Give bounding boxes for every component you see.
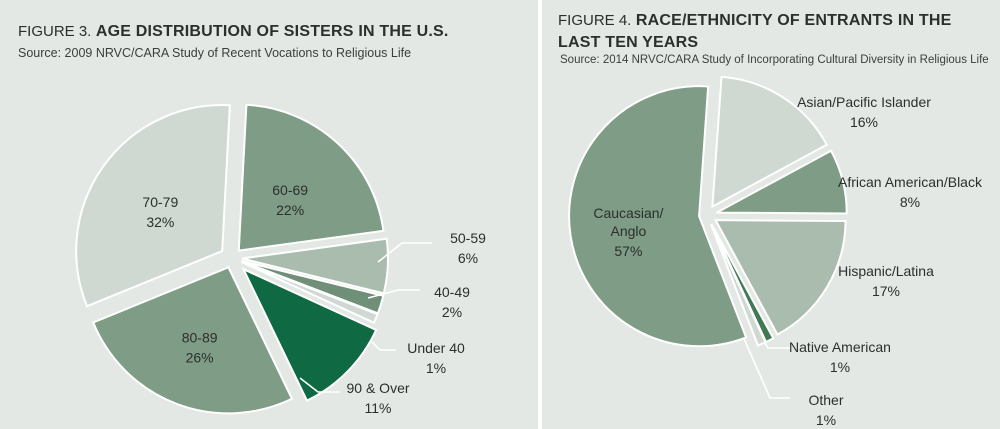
figure-4-title-line1: RACE/ETHNICITY OF ENTRANTS IN THE [635, 12, 952, 29]
slice-value-other: 1% [816, 412, 836, 428]
slice-value-70-79: 32% [146, 214, 174, 230]
slice-label-african-american-black: African American/Black [838, 174, 983, 190]
slice-80-89 [91, 266, 294, 415]
slice-asian-pacific-islander [711, 75, 829, 209]
slice-label-50-59: 50-59 [450, 230, 486, 246]
slice-70-79 [75, 104, 231, 308]
slice-value-under-40: 1% [426, 360, 446, 376]
slice-60-69 [237, 103, 385, 252]
slice-90-over [241, 267, 378, 402]
slice-caucasian-anglo [568, 85, 748, 348]
slice-under-40 [240, 260, 379, 324]
slice-label-80-89: 80-89 [182, 329, 218, 345]
figure-4-heading: FIGURE 4. RACE/ETHNICITY OF ENTRANTS IN … [558, 10, 951, 54]
slice-other [709, 223, 767, 347]
figure-4-title-line2: LAST TEN YEARS [558, 34, 699, 51]
figure-3-source: Source: 2009 NRVC/CARA Study of Recent V… [18, 46, 412, 60]
leader-line-90-over [299, 377, 340, 393]
slice-value-90-over: 11% [365, 400, 392, 416]
slice-label-70-79: 70-79 [142, 194, 178, 210]
slice-value-60-69: 22% [276, 202, 304, 218]
slice-african-american-black [716, 149, 848, 215]
slice-value-asian-pacific-islander: 16% [850, 114, 878, 130]
slice-label-native-american: Native American [789, 339, 891, 355]
pie-age: 60-69 22% 50-59 6% 40-49 2% Under 40 1% 90 & Ove… [75, 103, 486, 416]
panel-divider [538, 0, 542, 429]
slice-value-caucasian-anglo: 57% [614, 243, 642, 259]
leader-line-other [741, 333, 790, 399]
slice-value-african-american-black: 8% [900, 194, 920, 210]
slice-label-other: Other [808, 392, 843, 408]
pie-race: Asian/Pacific Islander 16% African America… [568, 75, 983, 428]
slice-value-40-49: 2% [442, 304, 462, 320]
leader-line-50-59 [377, 242, 432, 263]
figure-3-heading: FIGURE 3. AGE DISTRIBUTION OF SISTERS IN… [18, 22, 449, 42]
figure-3-label: FIGURE 3. [18, 23, 92, 40]
figure-4-label: FIGURE 4. [558, 12, 632, 29]
slice-label-hispanic-latina: Hispanic/Latina [838, 263, 934, 279]
slice-label-40-49: 40-49 [434, 284, 470, 300]
slice-value-hispanic-latina: 17% [872, 283, 900, 299]
slice-value-native-american: 1% [830, 359, 850, 375]
slice-label-90-over: 90 & Over [346, 380, 409, 396]
figure-3-title: AGE DISTRIBUTION OF SISTERS IN THE U.S. [95, 23, 449, 40]
slice-label-60-69: 60-69 [272, 182, 308, 198]
leader-line-40-49 [367, 289, 420, 299]
slice-label-caucasian-anglo: Caucasian/Anglo [593, 205, 663, 239]
slice-hispanic-latina [713, 219, 847, 336]
slice-value-80-89: 26% [186, 349, 214, 365]
figure-4-source: Source: 2014 NRVC/CARA Study of Incorpor… [560, 54, 989, 66]
slice-label-under-40: Under 40 [407, 340, 465, 356]
slice-label-asian-pacific-islander: Asian/Pacific Islander [797, 94, 931, 110]
slice-value-50-59: 6% [458, 250, 478, 266]
